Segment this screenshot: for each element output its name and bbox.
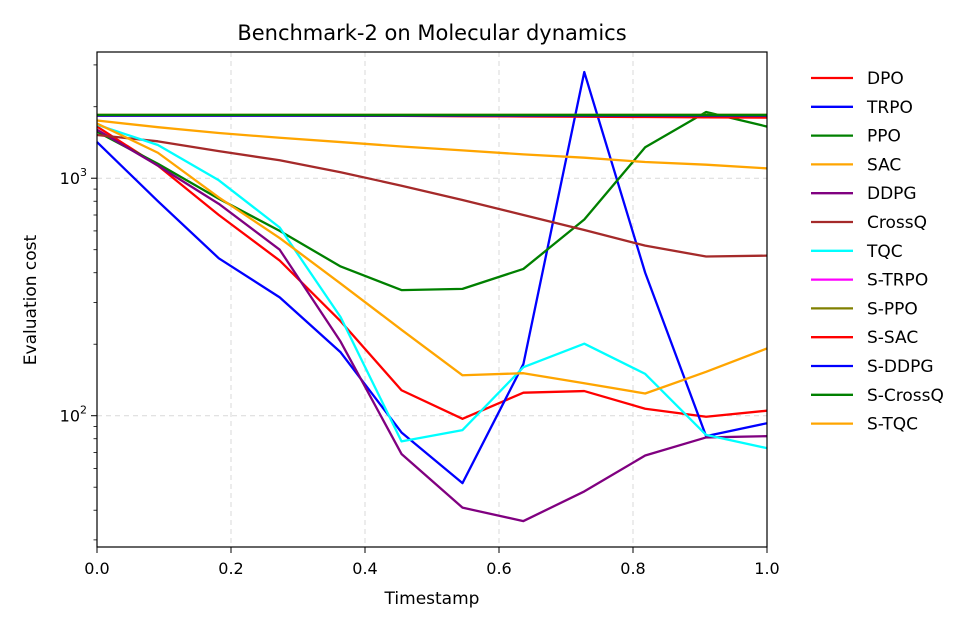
chart-title: Benchmark-2 on Molecular dynamics [237,21,626,45]
y-axis-title: Evaluation cost [21,234,41,365]
y-tick-exponent: 3 [80,166,87,179]
x-tick-label: 0.8 [620,559,645,578]
legend-label: SAC [867,155,901,175]
legend-label: TRPO [866,98,913,118]
legend-label: TQC [866,242,903,262]
y-tick-label: 103 [60,166,87,188]
legend-label: DDPG [867,184,917,204]
series-line-s-tqc [96,122,768,395]
x-axis-title: Timestamp [384,589,480,609]
y-tick-label: 102 [60,404,87,426]
y-tick-exponent: 2 [80,404,87,417]
legend-label: S-TQC [867,415,918,435]
y-tick-base: 10 [60,169,80,188]
series-line-sac [96,119,768,170]
legend-label: S-CrossQ [867,386,944,406]
legend-label: S-TRPO [867,271,928,291]
x-tick-label: 1.0 [754,559,779,578]
legend: DPO TRPO PPO SAC DDPG CrossQ TQC S-TRPO S-PPO S-S… [811,69,944,435]
x-tick-label: 0.4 [352,559,377,578]
legend-label: S-SAC [867,328,918,348]
series-line-tqc [96,123,768,450]
x-tick-label: 0.2 [218,559,243,578]
series-line-trpo [96,70,768,485]
series-line-dpo [96,125,768,421]
plot-frame [96,51,768,548]
x-tick-label: 0.0 [84,559,109,578]
legend-label: PPO [867,127,901,147]
series-lines [96,70,768,523]
legend-label: S-PPO [867,299,918,319]
series-line-crossq [96,133,768,258]
y-tick-base: 10 [60,407,80,426]
series-line-ppo [96,110,768,292]
legend-label: DPO [867,69,904,89]
x-tick-label: 0.6 [486,559,511,578]
legend-label: CrossQ [867,213,927,233]
series-line-ddpg [96,128,768,523]
legend-label: S-DDPG [867,357,934,377]
